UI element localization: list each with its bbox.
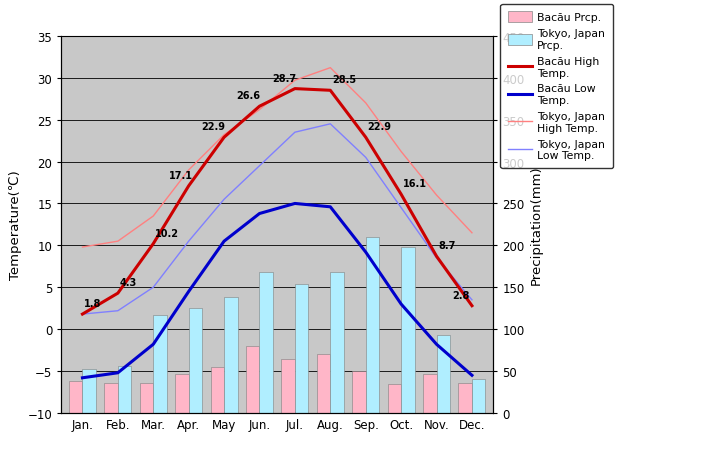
Text: 1.8: 1.8 [84, 298, 102, 308]
Bar [259, 273, 273, 413]
Text: 4.3: 4.3 [120, 278, 137, 288]
Text: 22.9: 22.9 [201, 122, 225, 132]
Bar [366, 237, 379, 413]
Bar [436, 336, 450, 413]
Text: 2.8: 2.8 [452, 290, 470, 300]
Bar [211, 367, 224, 413]
Bar [140, 383, 153, 413]
Bar [118, 366, 131, 413]
Bar [83, 369, 96, 413]
Bar [352, 371, 366, 413]
Bar [153, 315, 167, 413]
Bar [246, 346, 259, 413]
Bar [401, 247, 415, 413]
Bar [69, 381, 83, 413]
Text: 28.7: 28.7 [272, 73, 296, 84]
Bar [459, 383, 472, 413]
Legend: Bacău Prcp., Tokyo, Japan
Prcp., Bacău High
Temp., Bacău Low
Temp., Tokyo, Japan: Bacău Prcp., Tokyo, Japan Prcp., Bacău H… [500, 5, 613, 168]
Bar [175, 375, 189, 413]
Bar [282, 359, 295, 413]
Text: 16.1: 16.1 [403, 179, 427, 189]
Y-axis label: Precipitation(mm): Precipitation(mm) [530, 165, 543, 285]
Bar [224, 298, 238, 413]
Bar [295, 284, 308, 413]
Bar [317, 354, 330, 413]
Text: 28.5: 28.5 [332, 75, 356, 85]
Text: 26.6: 26.6 [236, 91, 261, 101]
Text: 8.7: 8.7 [438, 241, 456, 251]
Y-axis label: Temperature(℃): Temperature(℃) [9, 170, 22, 280]
Bar [330, 273, 343, 413]
Bar [387, 384, 401, 413]
Bar [423, 375, 436, 413]
Bar [104, 383, 118, 413]
Text: 22.9: 22.9 [367, 122, 392, 132]
Text: 17.1: 17.1 [169, 171, 193, 180]
Bar [189, 308, 202, 413]
Bar [472, 380, 485, 413]
Text: 10.2: 10.2 [155, 228, 179, 238]
